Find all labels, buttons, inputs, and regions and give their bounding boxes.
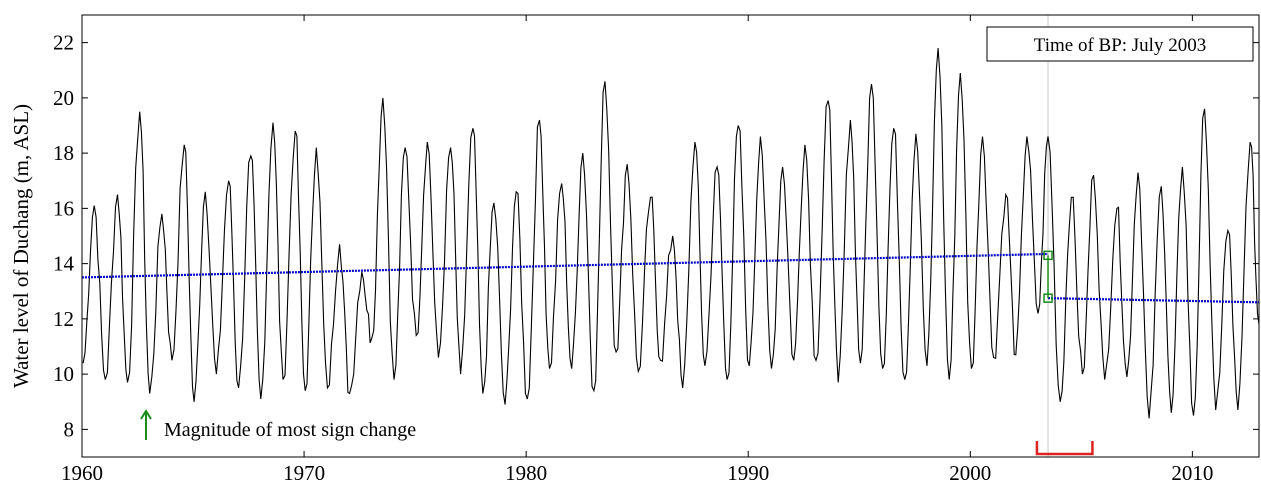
y-axis-title: Water level of Duchang (m, ASL) — [9, 104, 33, 388]
y-tick-label: 20 — [53, 86, 74, 110]
x-tick-label: 1970 — [283, 461, 325, 485]
magnitude-annotation: Magnitude of most sign change — [140, 409, 416, 441]
x-tick-label: 1990 — [727, 461, 769, 485]
y-tick-label: 12 — [53, 307, 74, 331]
magnitude-annotation-label: Magnitude of most sign change — [164, 419, 416, 441]
axes-layer: 1960 1970 1980 1990 2000 2010 8 10 12 14 16 18 20 22 — [53, 15, 1259, 485]
breakpoint-label: Time of BP: July 2003 — [1034, 35, 1206, 56]
trend-line-after-breakpoint — [1048, 297, 1260, 304]
change-marker-after — [1043, 293, 1053, 303]
x-tick-label: 2000 — [949, 461, 991, 485]
y-tick-label: 10 — [53, 362, 74, 386]
y-tick-label: 18 — [53, 141, 74, 165]
breakpoint-uncertainty-bracket — [1035, 441, 1094, 456]
y-tick-label: 14 — [53, 252, 75, 276]
x-tick-label: 1980 — [505, 461, 547, 485]
observed-water-level-line — [82, 48, 1260, 419]
up-arrow-icon — [140, 409, 152, 440]
series-layer — [81, 15, 1260, 457]
change-marker-before — [1043, 250, 1053, 261]
breakpoint-label-box: Time of BP: July 2003 — [986, 26, 1254, 62]
x-tick-label: 1960 — [61, 461, 103, 485]
y-tick-label: 16 — [53, 196, 74, 220]
trend-line-before-breakpoint — [81, 252, 1049, 279]
x-tick-label: 2010 — [1171, 461, 1213, 485]
plot-frame — [81, 14, 1260, 458]
y-tick-label: 8 — [64, 417, 75, 441]
y-tick-label: 22 — [53, 31, 74, 55]
